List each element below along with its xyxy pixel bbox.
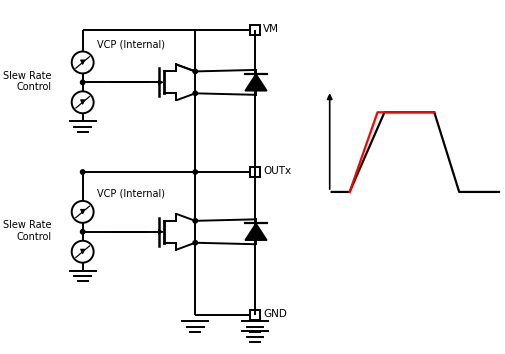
Circle shape <box>80 230 85 234</box>
Circle shape <box>80 170 85 174</box>
Circle shape <box>192 219 197 223</box>
Bar <box>249 167 260 177</box>
Polygon shape <box>244 74 267 91</box>
Circle shape <box>192 91 197 96</box>
Polygon shape <box>244 223 267 240</box>
Text: GND: GND <box>263 309 286 319</box>
Circle shape <box>192 241 197 245</box>
Text: VM: VM <box>263 24 278 34</box>
Text: Slew Rate
Control: Slew Rate Control <box>3 70 52 92</box>
Text: Slew Rate
Control: Slew Rate Control <box>3 220 52 241</box>
Circle shape <box>192 170 197 174</box>
Circle shape <box>80 80 85 85</box>
Text: VCP (Internal): VCP (Internal) <box>96 189 164 199</box>
Bar <box>249 310 260 320</box>
Circle shape <box>192 69 197 74</box>
Text: VCP (Internal): VCP (Internal) <box>96 40 164 50</box>
Bar <box>249 24 260 35</box>
Text: OUTx: OUTx <box>263 166 290 176</box>
